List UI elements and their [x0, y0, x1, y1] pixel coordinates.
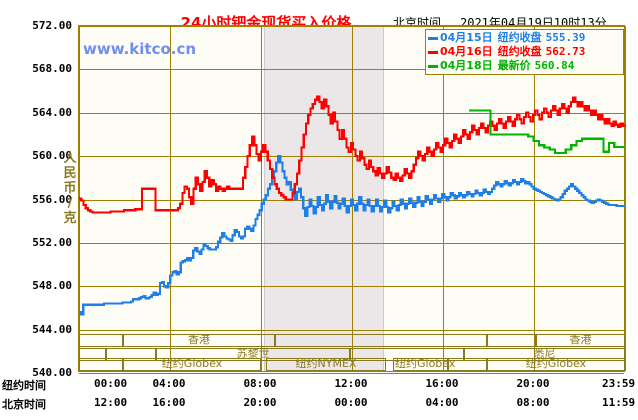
session-bar-label: 香港 — [188, 333, 210, 346]
series-line — [79, 95, 626, 214]
y-axis-title-char: 币 — [63, 181, 77, 196]
y-axis-title: 人民币 / 克 — [62, 151, 78, 226]
chart-plot-area: www.kitco.cn — [78, 25, 626, 374]
session-bar-0: 香港 — [123, 334, 275, 347]
session-bar-label: 香港 — [569, 333, 592, 346]
session-bar-label: 纽约Globex — [395, 357, 456, 370]
session-bar-blank-4 — [487, 334, 536, 347]
legend-date: 04月18日 — [440, 59, 493, 72]
y-tick-label: 572.00 — [32, 19, 72, 32]
x-tick-label: 08:00 — [516, 396, 550, 409]
y-tick-label: 552.00 — [32, 235, 72, 249]
v-gridline — [261, 26, 262, 371]
series-canvas — [79, 95, 626, 316]
series-line — [469, 109, 625, 154]
session-bar-blank-8 — [350, 348, 464, 361]
session-bar-label: 苏黎世 — [236, 347, 270, 360]
x-axis-row-ny: 纽约时间 00:00 04:00 08:00 12:00 16:00 20:00 23:59 — [0, 377, 638, 393]
session-bar-blank-6 — [106, 348, 156, 361]
session-bar-blank-1 — [79, 334, 123, 347]
v-gridline — [625, 26, 626, 371]
session-bar-blank-2 — [275, 334, 487, 347]
y-tick-label: 564.00 — [32, 105, 72, 119]
x-tick-label: 04:00 — [425, 396, 459, 409]
session-bar-blank-5 — [79, 348, 106, 361]
session-bar-blank-11 — [79, 358, 123, 371]
legend-item: 04月18日 最新价 560.84 — [428, 59, 623, 73]
session-bar-label: 纽约Globex — [161, 357, 223, 370]
h-gridline — [79, 156, 624, 157]
y-axis-title-char: 民 — [63, 166, 77, 181]
legend-note: 最新价 — [497, 59, 531, 72]
y-axis-title-char: / — [67, 196, 73, 211]
h-gridline — [79, 330, 624, 331]
chart-legend: 04月15日 纽约收盘 555.39 04月16日 纽约收盘 562.73 04月18日 最新… — [425, 29, 624, 75]
session-bar-10: 纽约Globex — [123, 358, 261, 371]
session-bar-9: 悉尼 — [464, 348, 625, 361]
y-tick-label: 544.00 — [32, 322, 72, 336]
x-tick-label: 16:00 — [152, 396, 186, 409]
y-tick-label: 540.00 — [32, 366, 72, 379]
v-gridline — [170, 26, 171, 371]
x-tick-label: 20:00 — [516, 377, 550, 390]
legend-note: 纽约收盘 — [497, 31, 542, 44]
kitco-watermark: www.kitco.cn — [83, 40, 197, 58]
x-tick-label: 08:00 — [243, 377, 277, 390]
y-tick-label: 548.00 — [32, 279, 72, 293]
v-gridline — [443, 26, 444, 371]
series-line — [79, 155, 626, 316]
session-bar-12: 纽约NYMEX — [266, 358, 386, 371]
y-tick-label: 568.00 — [32, 62, 72, 76]
legend-value: 562.73 — [545, 45, 586, 58]
shading-edge — [383, 26, 384, 371]
h-gridline — [79, 69, 624, 70]
session-bar-15: 纽约Globex — [487, 358, 625, 371]
h-gridline — [79, 243, 624, 244]
legend-value: 560.84 — [534, 59, 575, 72]
x-axis-row-beijing: 北京时间 12:00 16:00 20:00 00:00 04:00 08:00 11:59 — [0, 396, 638, 412]
x-tick-label: 16:00 — [425, 377, 459, 390]
legend-item: 04月16日 纽约收盘 562.73 — [428, 45, 623, 59]
v-gridline — [534, 26, 535, 371]
legend-color-swatch — [428, 50, 438, 54]
legend-date: 04月15日 — [440, 31, 493, 44]
legend-color-swatch — [428, 64, 438, 68]
y-tick-label: 560.00 — [32, 149, 72, 163]
h-gridline — [79, 26, 624, 27]
session-bar-7: 苏黎世 — [156, 348, 350, 361]
x-tick-label: 20:00 — [243, 396, 277, 409]
session-bar-3: 香港 — [536, 334, 625, 347]
legend-item: 04月15日 纽约收盘 555.39 — [428, 31, 623, 45]
legend-note: 纽约收盘 — [497, 45, 542, 58]
session-bar-label: 纽约Globex — [525, 357, 587, 370]
x-tick-label: 12:00 — [94, 396, 128, 409]
x-axis-row-ny-label: 纽约时间 — [2, 379, 46, 392]
x-tick-label: 04:00 — [152, 377, 186, 390]
session-bar-label: 纽约NYMEX — [295, 357, 357, 370]
y-tick-label: 556.00 — [32, 192, 72, 206]
legend-value: 555.39 — [545, 31, 586, 44]
session-bar-label: 悉尼 — [533, 347, 556, 360]
legend-date: 04月16日 — [440, 45, 493, 58]
x-tick-label: 12:00 — [334, 377, 368, 390]
x-tick-label: 00:00 — [334, 396, 368, 409]
h-gridline — [79, 286, 624, 287]
x-tick-label: 23:59 — [602, 377, 636, 390]
h-gridline — [79, 113, 624, 114]
y-axis-title-char: 克 — [63, 211, 77, 226]
x-axis-row-beijing-label: 北京时间 — [2, 398, 46, 411]
x-tick-label: 00:00 — [94, 377, 128, 390]
h-gridline — [79, 373, 624, 374]
x-tick-label: 11:59 — [602, 396, 636, 409]
y-axis-title-char: 人 — [63, 151, 77, 166]
legend-color-swatch — [428, 36, 438, 40]
nymex-session-shading — [264, 26, 383, 371]
session-bar-blank-14 — [448, 358, 487, 371]
session-bar-13: 纽约Globex — [393, 358, 455, 371]
